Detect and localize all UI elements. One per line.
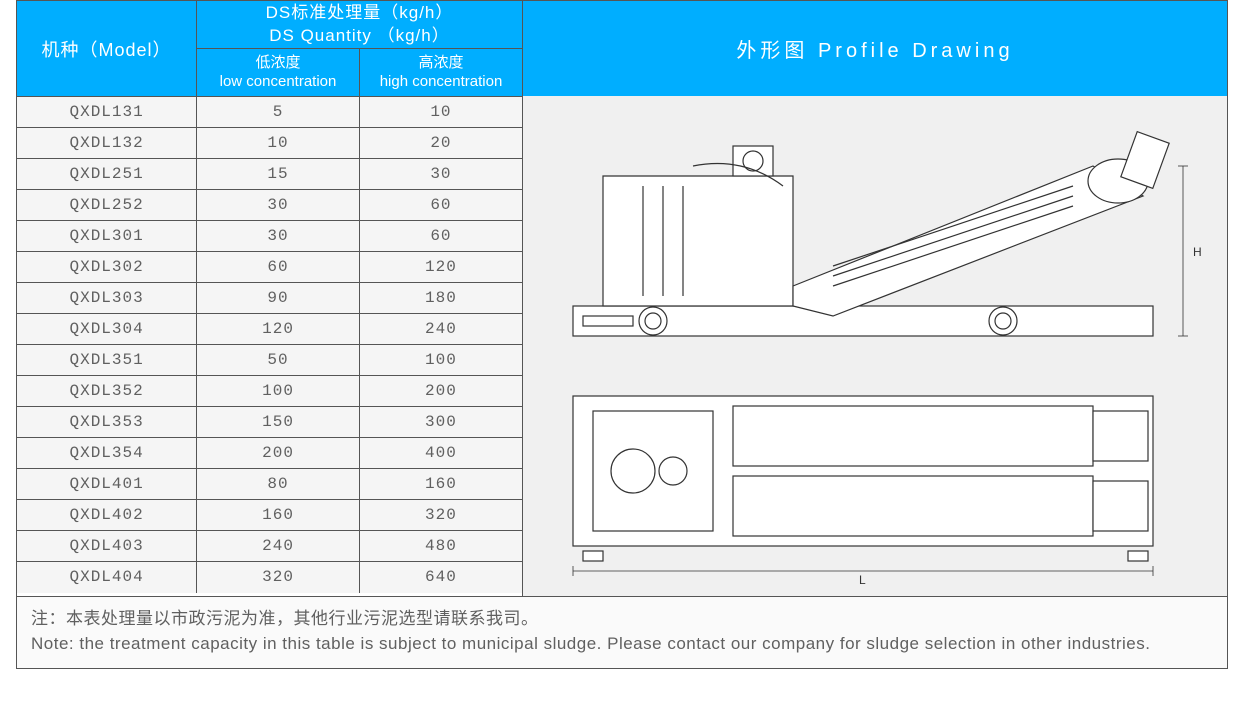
cell-model: QXDL131 xyxy=(17,97,197,128)
footnote-en: Note: the treatment capacity in this tab… xyxy=(31,632,1213,657)
cell-high: 10 xyxy=(359,97,522,128)
cell-low: 10 xyxy=(197,128,360,159)
cell-low: 50 xyxy=(197,345,360,376)
cell-high: 480 xyxy=(359,531,522,562)
footnote: 注：本表处理量以市政污泥为准，其他行业污泥选型请联系我司。 Note: the … xyxy=(17,596,1227,668)
table-row: QXDL30390180 xyxy=(17,283,522,314)
table-body: QXDL131510QXDL1321020QXDL2511530QXDL2523… xyxy=(17,96,1227,596)
cell-low: 160 xyxy=(197,500,360,531)
cell-low: 90 xyxy=(197,283,360,314)
cell-model: QXDL304 xyxy=(17,314,197,345)
cell-high: 160 xyxy=(359,469,522,500)
spec-table: QXDL131510QXDL1321020QXDL2511530QXDL2523… xyxy=(17,96,522,593)
cell-low: 150 xyxy=(197,407,360,438)
cell-low: 30 xyxy=(197,190,360,221)
top-plan-drawing: L xyxy=(533,366,1213,586)
cell-low: 80 xyxy=(197,469,360,500)
table-row: QXDL404320640 xyxy=(17,562,522,593)
table-row: QXDL35150100 xyxy=(17,345,522,376)
header-ds-sub: 低浓度 low concentration 高浓度 high concentra… xyxy=(197,49,522,96)
cell-high: 240 xyxy=(359,314,522,345)
header-profile-label: 外形图 Profile Drawing xyxy=(736,34,1013,63)
dim-l: L xyxy=(859,573,866,586)
cell-high: 300 xyxy=(359,407,522,438)
cell-high: 400 xyxy=(359,438,522,469)
cell-model: QXDL351 xyxy=(17,345,197,376)
cell-high: 120 xyxy=(359,252,522,283)
cell-model: QXDL302 xyxy=(17,252,197,283)
cell-high: 180 xyxy=(359,283,522,314)
cell-high: 20 xyxy=(359,128,522,159)
table-row: QXDL304120240 xyxy=(17,314,522,345)
table-row: QXDL1321020 xyxy=(17,128,522,159)
spec-sheet: 机种（Model） DS标准处理量（kg/h） DS Quantity （kg/… xyxy=(16,0,1228,669)
header-high: 高浓度 high concentration xyxy=(360,49,522,96)
header-low: 低浓度 low concentration xyxy=(197,49,360,96)
side-elevation-drawing: H xyxy=(533,106,1213,356)
header-low-en: low concentration xyxy=(220,73,337,92)
header-ds-title: DS标准处理量（kg/h） DS Quantity （kg/h） xyxy=(197,1,522,49)
header-high-cn: 高浓度 xyxy=(418,54,463,73)
header-high-en: high concentration xyxy=(380,73,503,92)
table-row: QXDL2511530 xyxy=(17,159,522,190)
table-row: QXDL3013060 xyxy=(17,221,522,252)
cell-model: QXDL303 xyxy=(17,283,197,314)
cell-model: QXDL403 xyxy=(17,531,197,562)
table-row: QXDL30260120 xyxy=(17,252,522,283)
table-row: QXDL403240480 xyxy=(17,531,522,562)
cell-high: 320 xyxy=(359,500,522,531)
table-row: QXDL40180160 xyxy=(17,469,522,500)
cell-model: QXDL352 xyxy=(17,376,197,407)
cell-low: 240 xyxy=(197,531,360,562)
table-header: 机种（Model） DS标准处理量（kg/h） DS Quantity （kg/… xyxy=(17,1,1227,96)
header-model: 机种（Model） xyxy=(17,1,197,96)
cell-model: QXDL353 xyxy=(17,407,197,438)
cell-model: QXDL132 xyxy=(17,128,197,159)
footnote-cn: 注：本表处理量以市政污泥为准，其他行业污泥选型请联系我司。 xyxy=(31,607,1213,632)
cell-low: 100 xyxy=(197,376,360,407)
cell-low: 320 xyxy=(197,562,360,593)
table-row: QXDL2523060 xyxy=(17,190,522,221)
header-model-label: 机种（Model） xyxy=(41,36,171,62)
cell-model: QXDL354 xyxy=(17,438,197,469)
table-row: QXDL354200400 xyxy=(17,438,522,469)
header-ds: DS标准处理量（kg/h） DS Quantity （kg/h） 低浓度 low… xyxy=(197,1,523,96)
table-row: QXDL131510 xyxy=(17,97,522,128)
cell-high: 200 xyxy=(359,376,522,407)
dim-h: H xyxy=(1193,245,1202,259)
cell-model: QXDL251 xyxy=(17,159,197,190)
cell-high: 60 xyxy=(359,190,522,221)
cell-model: QXDL252 xyxy=(17,190,197,221)
cell-model: QXDL402 xyxy=(17,500,197,531)
header-low-cn: 低浓度 xyxy=(255,54,300,73)
cell-low: 120 xyxy=(197,314,360,345)
cell-high: 60 xyxy=(359,221,522,252)
header-ds-cn: DS标准处理量（kg/h） xyxy=(266,2,454,24)
profile-drawing-panel: H xyxy=(523,96,1227,596)
cell-model: QXDL404 xyxy=(17,562,197,593)
cell-low: 5 xyxy=(197,97,360,128)
cell-high: 640 xyxy=(359,562,522,593)
header-profile: 外形图 Profile Drawing xyxy=(523,1,1227,96)
cell-low: 60 xyxy=(197,252,360,283)
cell-low: 15 xyxy=(197,159,360,190)
table-row: QXDL353150300 xyxy=(17,407,522,438)
cell-high: 100 xyxy=(359,345,522,376)
cell-model: QXDL401 xyxy=(17,469,197,500)
table-row: QXDL352100200 xyxy=(17,376,522,407)
cell-low: 30 xyxy=(197,221,360,252)
header-ds-en: DS Quantity （kg/h） xyxy=(269,25,450,47)
data-column: QXDL131510QXDL1321020QXDL2511530QXDL2523… xyxy=(17,96,523,596)
cell-high: 30 xyxy=(359,159,522,190)
table-row: QXDL402160320 xyxy=(17,500,522,531)
cell-low: 200 xyxy=(197,438,360,469)
cell-model: QXDL301 xyxy=(17,221,197,252)
